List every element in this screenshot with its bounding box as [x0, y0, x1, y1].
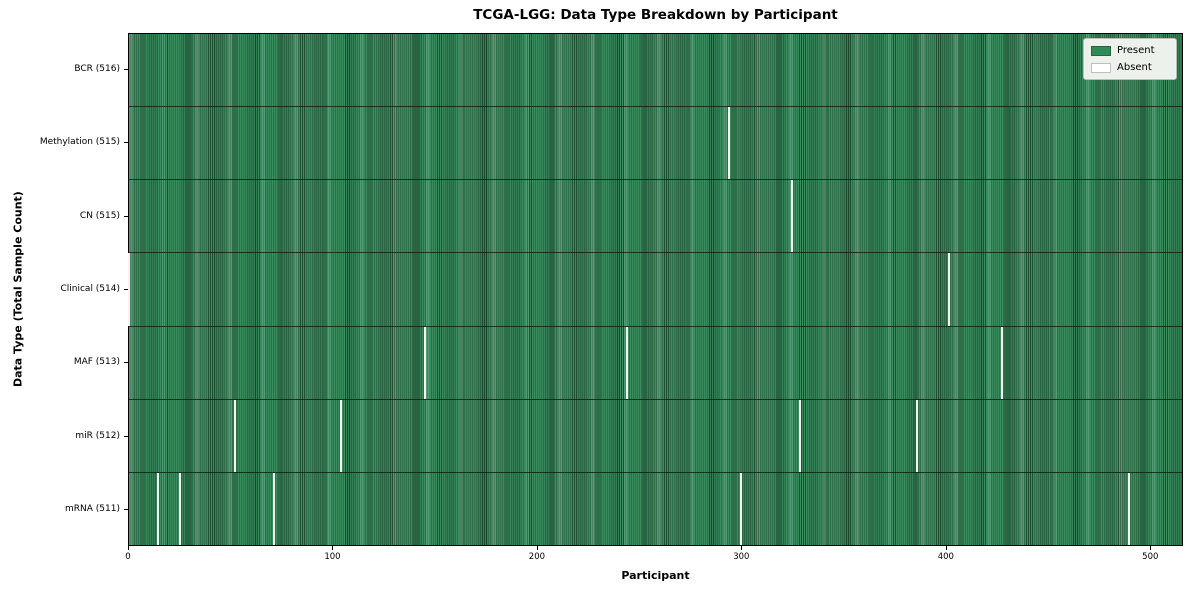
- heatmap-row-bcr: [129, 34, 1182, 107]
- heatmap-row-mrna: [129, 471, 1182, 545]
- y-tick-mark: [124, 215, 128, 217]
- x-tick-mark: [741, 546, 743, 550]
- x-tick-mark: [332, 546, 334, 550]
- absent-gap: [340, 399, 343, 472]
- legend-label-present: Present: [1117, 45, 1155, 56]
- y-tick-label: MAF (513): [73, 357, 120, 368]
- absent-gap: [128, 253, 130, 326]
- x-tick-label: 0: [125, 552, 131, 562]
- y-tick-label: Clinical (514): [60, 284, 120, 294]
- absent-gap: [1001, 326, 1004, 399]
- absent-gap: [234, 399, 237, 472]
- y-tick-label: Methylation (515): [39, 137, 120, 148]
- y-tick-label: miR (512): [75, 430, 120, 441]
- x-tick-label: 500: [1142, 552, 1159, 562]
- chart-title: TCGA-LGG: Data Type Breakdown by Partici…: [473, 7, 838, 23]
- legend: Present Absent: [1083, 38, 1177, 80]
- absent-gap: [272, 472, 275, 545]
- absent-gap: [791, 180, 794, 253]
- absent-swatch-icon: [1091, 62, 1111, 73]
- x-tick-label: 400: [937, 552, 954, 562]
- y-tick-mark: [124, 435, 128, 437]
- heatmap-row-cn: [129, 179, 1182, 253]
- y-tick-mark: [124, 69, 128, 71]
- absent-gap: [740, 472, 743, 545]
- heatmap-row-clinical: [128, 252, 1182, 326]
- x-tick-label: 100: [324, 552, 341, 562]
- legend-label-absent: Absent: [1117, 62, 1152, 73]
- x-tick-label: 300: [733, 552, 750, 562]
- absent-gap: [727, 107, 730, 180]
- y-tick-label: CN (515): [79, 210, 120, 221]
- x-tick-label: 200: [528, 552, 546, 562]
- y-tick-label: BCR (516): [74, 64, 120, 75]
- y-tick-mark: [124, 508, 128, 510]
- absent-gap: [625, 326, 628, 399]
- x-tick-mark: [536, 546, 538, 550]
- x-tick-mark: [128, 546, 129, 550]
- y-tick-mark: [124, 142, 128, 144]
- plot-area: [128, 33, 1183, 546]
- absent-gap: [915, 399, 918, 472]
- legend-item-absent: Absent: [1091, 62, 1169, 73]
- heatmap-row-methylation: [129, 106, 1182, 180]
- x-axis-label: Participant: [621, 569, 690, 582]
- absent-gap: [423, 326, 426, 399]
- absent-gap: [179, 472, 182, 545]
- heatmap-row-maf: [129, 325, 1182, 399]
- x-tick-mark: [945, 546, 947, 550]
- absent-gap: [1127, 472, 1130, 545]
- x-tick-mark: [1150, 546, 1152, 550]
- present-swatch-icon: [1091, 45, 1111, 56]
- absent-gap: [948, 253, 951, 326]
- y-tick-mark: [124, 289, 128, 290]
- heatmap-row-mir: [129, 398, 1182, 472]
- legend-item-present: Present: [1091, 45, 1169, 56]
- absent-gap: [799, 399, 802, 472]
- absent-gap: [156, 472, 159, 545]
- y-tick-label: mRNA (511): [65, 503, 120, 514]
- y-tick-mark: [124, 362, 128, 364]
